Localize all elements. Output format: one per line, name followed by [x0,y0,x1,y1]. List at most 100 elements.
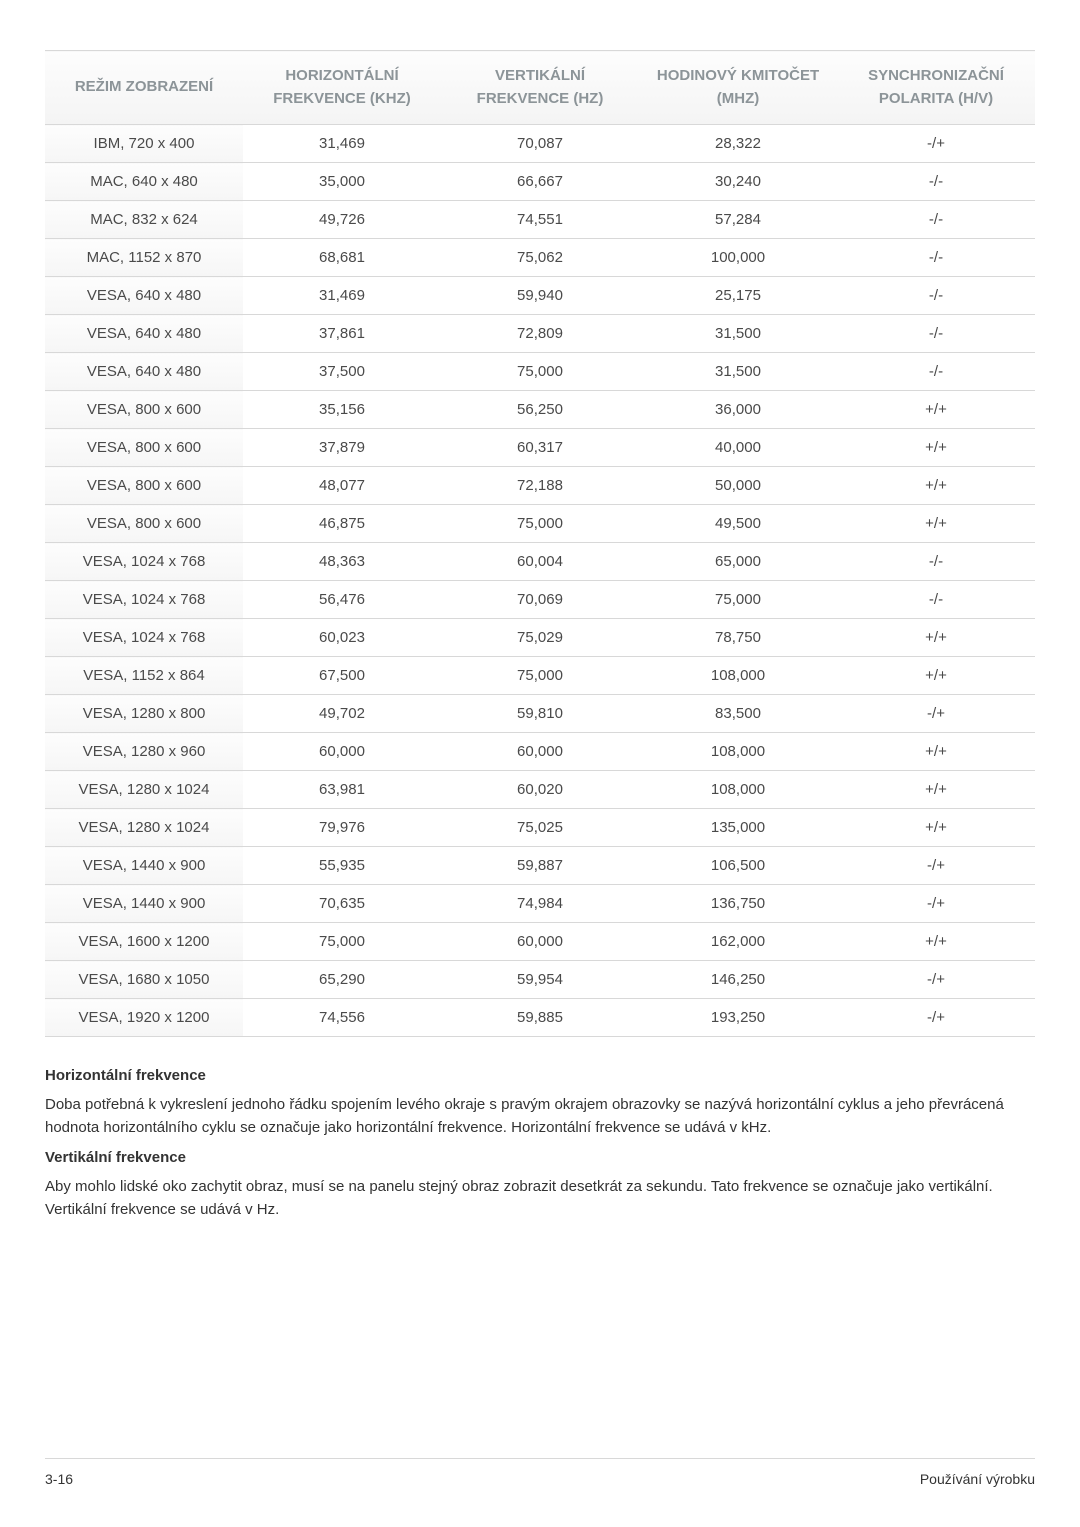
table-cell: 59,940 [441,277,639,315]
table-cell: -/+ [837,961,1035,999]
table-cell: VESA, 640 x 480 [45,353,243,391]
table-cell: 56,250 [441,391,639,429]
footer-section-title: Používání výrobku [920,1471,1035,1487]
table-cell: 55,935 [243,847,441,885]
table-cell: 31,469 [243,277,441,315]
table-cell: 46,875 [243,505,441,543]
table-cell: MAC, 1152 x 870 [45,239,243,277]
table-row: VESA, 800 x 60048,07772,18850,000+/+ [45,467,1035,505]
table-row: MAC, 832 x 62449,72674,55157,284-/- [45,201,1035,239]
table-row: VESA, 1680 x 105065,29059,954146,250-/+ [45,961,1035,999]
col-header-mode: REŽIM ZOBRAZENÍ [45,51,243,125]
table-cell: 37,879 [243,429,441,467]
table-row: VESA, 1024 x 76856,47670,06975,000-/- [45,581,1035,619]
table-row: MAC, 640 x 48035,00066,66730,240-/- [45,163,1035,201]
table-row: VESA, 800 x 60035,15656,25036,000+/+ [45,391,1035,429]
table-cell: 56,476 [243,581,441,619]
table-body: IBM, 720 x 40031,46970,08728,322-/+MAC, … [45,125,1035,1037]
table-cell: 37,861 [243,315,441,353]
table-cell: 31,500 [639,353,837,391]
table-cell: 100,000 [639,239,837,277]
table-cell: -/- [837,543,1035,581]
table-cell: 35,000 [243,163,441,201]
table-cell: 106,500 [639,847,837,885]
table-cell: 59,887 [441,847,639,885]
table-cell: 60,020 [441,771,639,809]
table-cell: 72,809 [441,315,639,353]
table-cell: -/- [837,163,1035,201]
heading-vertical-freq: Vertikální frekvence [45,1149,1035,1166]
table-cell: 57,284 [639,201,837,239]
table-cell: VESA, 800 x 600 [45,391,243,429]
table-cell: -/- [837,315,1035,353]
table-cell: 63,981 [243,771,441,809]
table-cell: +/+ [837,809,1035,847]
table-row: VESA, 1280 x 80049,70259,81083,500-/+ [45,695,1035,733]
table-cell: 74,551 [441,201,639,239]
table-cell: -/+ [837,695,1035,733]
table-cell: 108,000 [639,733,837,771]
col-header-clock: HODINOVÝ KMITOČET (MHZ) [639,51,837,125]
table-cell: 31,500 [639,315,837,353]
table-cell: 37,500 [243,353,441,391]
table-cell: 59,954 [441,961,639,999]
table-row: VESA, 800 x 60046,87575,00049,500+/+ [45,505,1035,543]
heading-horizontal-freq: Horizontální frekvence [45,1067,1035,1084]
table-cell: 60,000 [441,733,639,771]
table-cell: 108,000 [639,771,837,809]
table-cell: 60,023 [243,619,441,657]
table-row: VESA, 1024 x 76860,02375,02978,750+/+ [45,619,1035,657]
table-cell: -/+ [837,885,1035,923]
table-cell: 75,000 [441,657,639,695]
table-cell: +/+ [837,391,1035,429]
table-cell: 65,290 [243,961,441,999]
table-cell: +/+ [837,657,1035,695]
table-cell: -/- [837,239,1035,277]
table-cell: 75,000 [441,353,639,391]
table-cell: VESA, 1280 x 1024 [45,809,243,847]
table-cell: -/- [837,353,1035,391]
table-row: VESA, 1600 x 120075,00060,000162,000+/+ [45,923,1035,961]
table-cell: 108,000 [639,657,837,695]
table-cell: 50,000 [639,467,837,505]
table-row: MAC, 1152 x 87068,68175,062100,000-/- [45,239,1035,277]
table-cell: VESA, 1280 x 800 [45,695,243,733]
table-cell: VESA, 640 x 480 [45,277,243,315]
table-row: VESA, 1152 x 86467,50075,000108,000+/+ [45,657,1035,695]
table-cell: +/+ [837,505,1035,543]
table-cell: 75,029 [441,619,639,657]
table-cell: VESA, 1440 x 900 [45,885,243,923]
table-cell: VESA, 1152 x 864 [45,657,243,695]
table-row: VESA, 1280 x 102479,97675,025135,000+/+ [45,809,1035,847]
table-cell: 67,500 [243,657,441,695]
table-cell: 75,000 [441,505,639,543]
table-cell: VESA, 1440 x 900 [45,847,243,885]
table-cell: IBM, 720 x 400 [45,125,243,163]
table-row: VESA, 640 x 48037,86172,80931,500-/- [45,315,1035,353]
table-cell: VESA, 1024 x 768 [45,619,243,657]
table-cell: VESA, 1024 x 768 [45,581,243,619]
table-row: VESA, 1024 x 76848,36360,00465,000-/- [45,543,1035,581]
table-cell: -/+ [837,125,1035,163]
table-cell: 66,667 [441,163,639,201]
table-cell: VESA, 800 x 600 [45,429,243,467]
table-cell: +/+ [837,771,1035,809]
table-cell: 78,750 [639,619,837,657]
timing-table: REŽIM ZOBRAZENÍ HORIZONTÁLNÍ FREKVENCE (… [45,50,1035,1037]
table-cell: 75,000 [243,923,441,961]
table-row: VESA, 1920 x 120074,55659,885193,250-/+ [45,999,1035,1037]
table-cell: 25,175 [639,277,837,315]
table-cell: VESA, 1600 x 1200 [45,923,243,961]
table-cell: 74,556 [243,999,441,1037]
table-row: VESA, 1440 x 90070,63574,984136,750-/+ [45,885,1035,923]
table-cell: 75,062 [441,239,639,277]
table-cell: 136,750 [639,885,837,923]
footer-page-number: 3-16 [45,1471,73,1487]
table-cell: VESA, 1280 x 960 [45,733,243,771]
table-cell: 59,885 [441,999,639,1037]
table-row: VESA, 1280 x 102463,98160,020108,000+/+ [45,771,1035,809]
table-cell: 60,000 [243,733,441,771]
col-header-hfreq: HORIZONTÁLNÍ FREKVENCE (KHZ) [243,51,441,125]
table-cell: MAC, 832 x 624 [45,201,243,239]
table-cell: 49,726 [243,201,441,239]
